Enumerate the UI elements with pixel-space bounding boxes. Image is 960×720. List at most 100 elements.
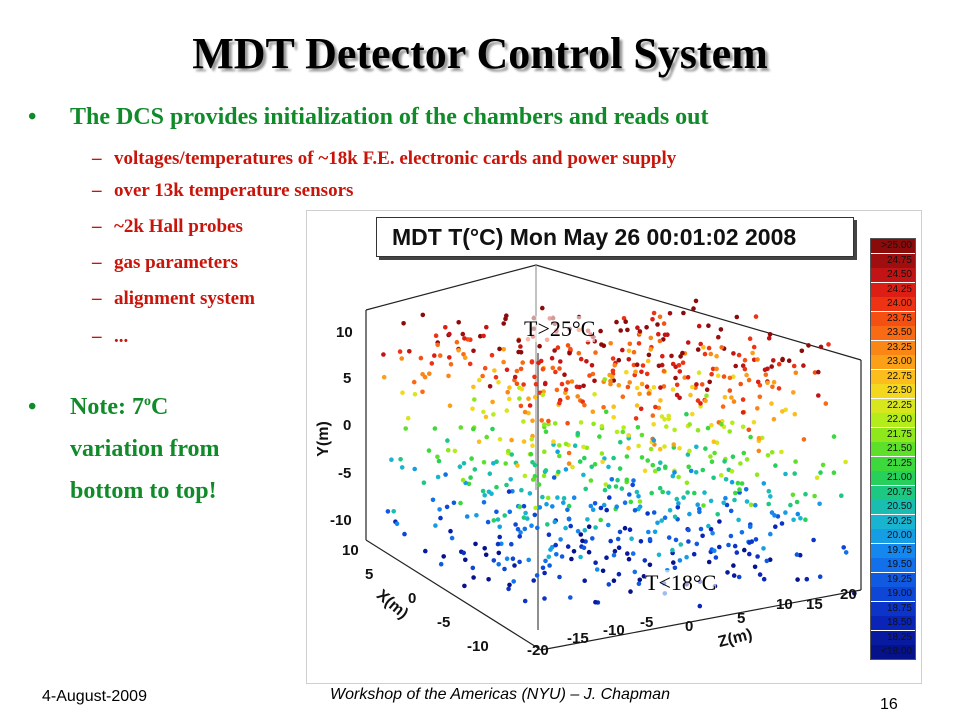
- sensor-point: [607, 495, 612, 500]
- sensor-point: [666, 535, 672, 540]
- sensor-point: [699, 382, 705, 387]
- sensor-point: [735, 480, 741, 486]
- sensor-point: [496, 380, 501, 385]
- sensor-point: [447, 355, 452, 360]
- sensor-point: [583, 486, 588, 492]
- sensor-point: [578, 554, 583, 560]
- sensor-point: [852, 591, 857, 596]
- sensor-point: [542, 469, 548, 475]
- sub-item: – ~2k Hall probes: [92, 216, 243, 238]
- sensor-point: [658, 385, 663, 390]
- sensor-point: [468, 475, 473, 480]
- sensor-point: [696, 323, 702, 329]
- sensor-point: [648, 347, 653, 352]
- sensor-point: [660, 489, 665, 495]
- sensor-point: [767, 332, 773, 337]
- sensor-point: [776, 361, 782, 367]
- sensor-point: [518, 344, 523, 349]
- sensor-point: [803, 517, 808, 522]
- sensor-point: [407, 349, 412, 354]
- sensor-point: [403, 426, 408, 431]
- sensor-point: [715, 373, 721, 379]
- sensor-point: [744, 499, 750, 504]
- x-tick-label: 0: [408, 590, 417, 607]
- sensor-point: [397, 349, 403, 354]
- sensor-point: [589, 464, 594, 470]
- sensor-point: [638, 539, 644, 544]
- sensor-point: [708, 351, 714, 357]
- sensor-point: [586, 524, 592, 529]
- sensor-point: [542, 422, 547, 427]
- colorbar-cell: 19.25: [871, 572, 915, 587]
- sensor-point: [532, 473, 538, 479]
- z-tick-label: -5: [640, 614, 654, 631]
- sensor-point: [768, 494, 773, 499]
- sensor-point: [503, 461, 508, 466]
- sensor-point: [703, 446, 708, 451]
- sensor-point: [540, 565, 546, 571]
- sensor-point: [617, 466, 623, 471]
- sensor-point: [711, 475, 716, 481]
- sensor-point: [630, 482, 635, 488]
- sensor-point: [594, 567, 600, 572]
- sensor-point: [530, 477, 536, 482]
- sensor-point: [691, 306, 696, 311]
- sensor-point: [526, 396, 531, 401]
- sensor-point: [730, 420, 735, 426]
- sensor-point: [557, 443, 562, 448]
- sensor-point: [646, 529, 651, 535]
- sensor-point: [793, 370, 799, 376]
- sensor-point: [765, 453, 771, 458]
- colorbar-cell: 22.25: [871, 398, 915, 413]
- sensor-point: [614, 429, 620, 435]
- sensor-point: [602, 377, 607, 382]
- sensor-point: [841, 545, 846, 550]
- sensor-point: [572, 443, 578, 448]
- sensor-point: [622, 525, 628, 531]
- sensor-point: [843, 550, 849, 555]
- sensor-point: [723, 495, 728, 501]
- temperature-plot-panel: [306, 210, 922, 684]
- sensor-point: [463, 557, 468, 563]
- sensor-point: [677, 446, 682, 451]
- sensor-point: [518, 366, 524, 372]
- sensor-point: [681, 310, 686, 316]
- sensor-point: [726, 542, 731, 548]
- sensor-point: [537, 505, 543, 510]
- sensor-point: [593, 350, 598, 355]
- sensor-point: [486, 577, 491, 582]
- sensor-point: [647, 537, 653, 542]
- sensor-point: [447, 331, 452, 337]
- x-tick-label: -10: [467, 638, 489, 655]
- sensor-point: [571, 495, 577, 501]
- sensor-point: [514, 381, 520, 387]
- sensor-point: [519, 487, 524, 493]
- sensor-point: [723, 477, 729, 482]
- colorbar-cell: >25.00: [871, 239, 915, 253]
- sensor-point: [593, 560, 598, 565]
- sensor-point: [598, 517, 603, 523]
- sensor-point: [575, 528, 581, 534]
- sensor-point: [438, 515, 443, 521]
- main-bullet: • The DCS provides initialization of the …: [28, 104, 709, 131]
- sensor-point: [740, 424, 746, 430]
- sensor-point: [517, 559, 522, 565]
- sensor-point: [527, 491, 533, 496]
- sensor-point: [517, 534, 522, 539]
- sensor-point: [471, 384, 476, 390]
- sensor-point: [552, 519, 558, 525]
- sensor-point: [779, 449, 784, 455]
- sensor-point: [509, 452, 514, 457]
- colorbar-cell: 23.25: [871, 340, 915, 355]
- dash: –: [92, 288, 102, 309]
- sensor-point: [646, 352, 652, 358]
- sensor-point: [492, 368, 497, 373]
- sensor-point: [627, 527, 633, 532]
- sensor-point: [716, 334, 721, 340]
- sensor-point: [674, 382, 680, 388]
- footer-event: Workshop of the Americas (NYU) – J. Chap…: [330, 686, 670, 703]
- sensor-point: [626, 348, 632, 354]
- sensor-point: [698, 341, 703, 347]
- sensor-point: [491, 518, 497, 523]
- sensor-point: [687, 511, 692, 517]
